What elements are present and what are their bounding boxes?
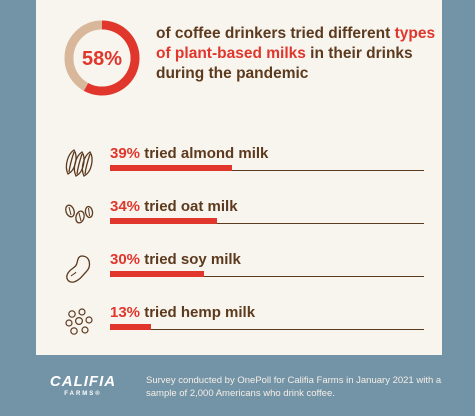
headline-text-after: in their drinks during the pandemic: [156, 45, 413, 82]
califia-farms-logo: CALIFIA FARMS®: [46, 374, 120, 398]
stat-track-hemp: [110, 329, 424, 330]
stat-label-hemp: 13% tried hemp milk: [110, 303, 255, 323]
stat-bar-almond: [110, 165, 233, 171]
stat-track-almond: [110, 170, 424, 171]
infographic-card: 58% of coffee drinkers tried different t…: [36, 0, 442, 355]
donut-percent-label: 58%: [82, 48, 122, 70]
stat-text-almond: tried almond milk: [140, 145, 269, 162]
soy-bean-icon: [66, 255, 91, 283]
stat-text-oat: tried oat milk: [140, 198, 238, 215]
stat-label-almond: 39% tried almond milk: [110, 144, 268, 164]
almond-icon: [65, 149, 93, 177]
stat-percent-soy: 30%: [110, 251, 141, 268]
stat-row-soy: 30% tried soy milk: [62, 250, 424, 292]
oat-icon: [65, 204, 94, 224]
stat-percent-oat: 34%: [110, 198, 141, 215]
stat-percent-almond: 39%: [110, 145, 141, 162]
donut-center: [73, 29, 131, 87]
stat-track-oat: [110, 223, 424, 224]
headline-text-before: of coffee drinkers tried different: [156, 25, 395, 42]
headline: of coffee drinkers tried different types…: [156, 24, 442, 84]
donut-chart: 58%: [64, 20, 140, 96]
brand-name: CALIFIA: [49, 373, 117, 390]
survey-footnote: Survey conducted by OnePoll for Califia …: [146, 375, 442, 399]
stat-label-soy: 30% tried soy milk: [110, 250, 241, 270]
stat-percent-hemp: 13%: [110, 304, 141, 321]
stat-bar-soy: [110, 271, 205, 277]
stat-bar-hemp: [110, 324, 151, 330]
hemp-seed-icon: [65, 308, 93, 335]
stat-label-oat: 34% tried oat milk: [110, 197, 238, 217]
stat-row-oat: 34% tried oat milk: [62, 197, 424, 239]
brand-sub: FARMS®: [64, 391, 102, 397]
stat-bar-oat: [110, 218, 217, 224]
stat-row-hemp: 13% tried hemp milk: [62, 303, 424, 345]
stat-row-almond: 39% tried almond milk: [62, 144, 424, 186]
stat-track-soy: [110, 276, 424, 277]
stat-text-hemp: tried hemp milk: [140, 304, 256, 321]
donut-slice-58: [83, 20, 140, 96]
stat-text-soy: tried soy milk: [140, 251, 241, 268]
headline-highlight: types of plant-based milks: [156, 25, 436, 62]
